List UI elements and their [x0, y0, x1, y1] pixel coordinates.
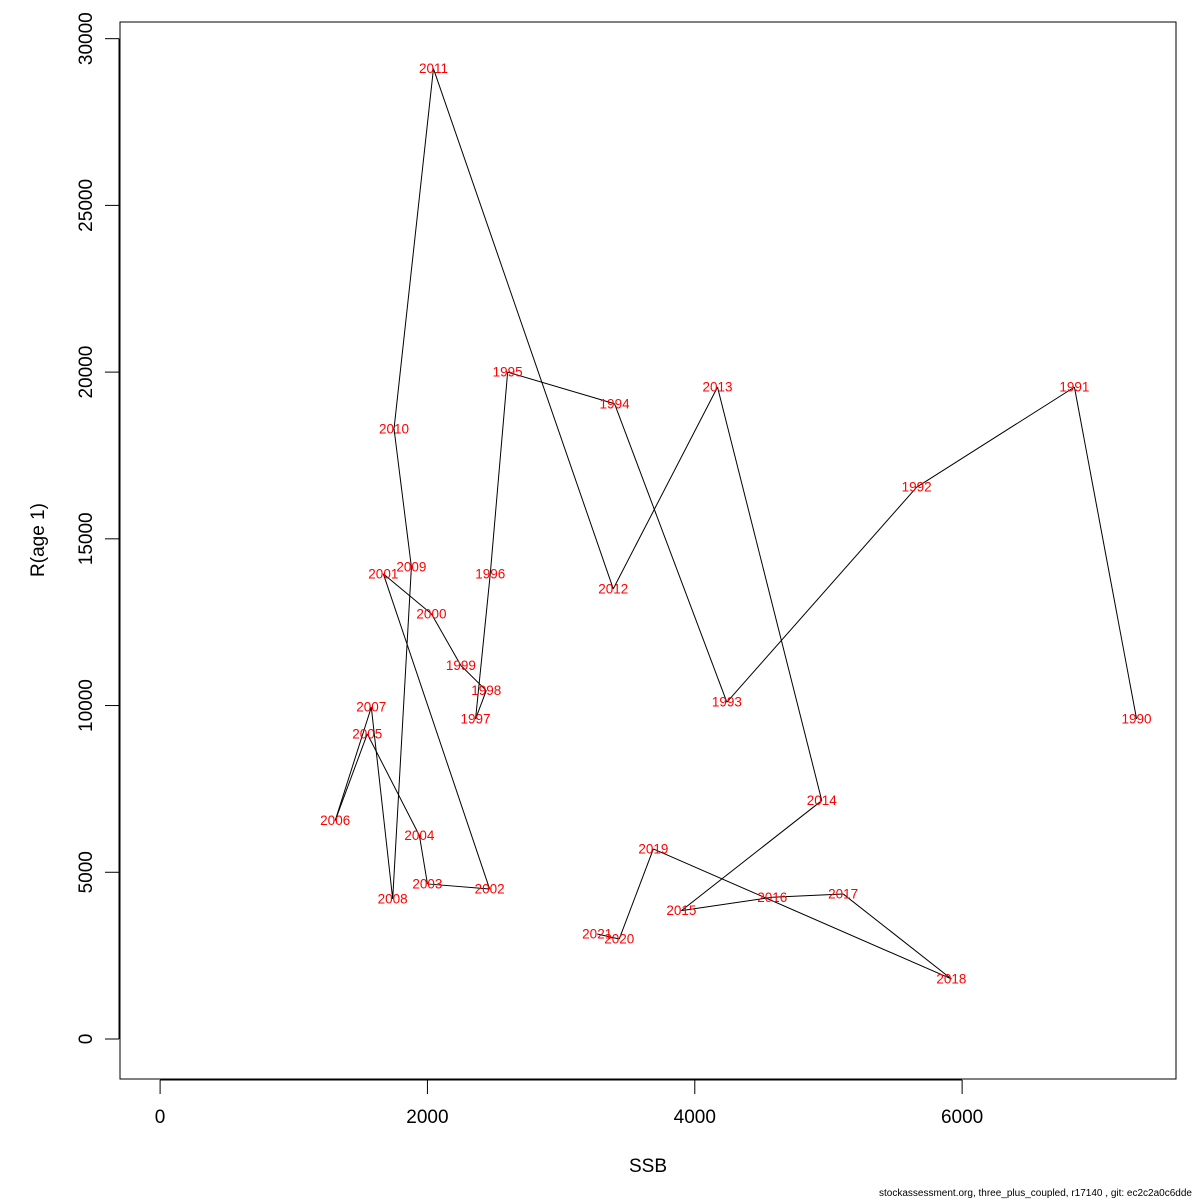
y-tick-label: 25000	[76, 179, 97, 232]
segment-2020-2021	[597, 933, 620, 940]
year-label-2013: 2013	[702, 380, 732, 395]
year-label-2004: 2004	[404, 828, 435, 843]
year-label-2011: 2011	[419, 61, 448, 76]
segment-1992-1993	[726, 486, 918, 703]
segment-2018-2019	[653, 848, 952, 980]
x-tick-label: 4000	[674, 1107, 716, 1128]
y-tick-label: 10000	[76, 679, 97, 732]
year-label-2017: 2017	[828, 886, 858, 901]
segment-1990-1991	[1073, 387, 1138, 719]
year-label-1996: 1996	[475, 566, 505, 581]
year-label-2000: 2000	[416, 606, 446, 621]
segment-2009-2010	[393, 428, 412, 568]
year-label-2007: 2007	[356, 700, 386, 715]
y-tick-label: 5000	[76, 851, 97, 893]
year-label-2001: 2001	[368, 566, 398, 581]
segment-1995-1996	[489, 372, 509, 574]
y-tick-label: 30000	[76, 12, 97, 65]
x-tick-label: 2000	[406, 1107, 448, 1128]
segment-1993-1994	[614, 403, 728, 703]
segment-2011-2012	[432, 68, 614, 590]
x-axis: 0 2000 4000 6000	[155, 1079, 983, 1128]
year-label-2002: 2002	[475, 881, 505, 896]
year-label-2020: 2020	[604, 931, 634, 946]
year-label-1990: 1990	[1122, 711, 1152, 726]
segment-2007-2008	[370, 707, 394, 899]
series-line	[334, 68, 1138, 980]
segment-1994-1995	[507, 371, 615, 405]
year-label-1995: 1995	[493, 365, 523, 380]
segment-2016-2017	[772, 893, 844, 898]
y-axis: 0 5000 10000 15000 20000 25000 30000	[76, 12, 120, 1045]
year-label-1994: 1994	[600, 396, 631, 411]
segment-2017-2018	[842, 893, 952, 980]
year-label-2006: 2006	[320, 813, 350, 828]
y-tick-label: 0	[76, 1034, 97, 1045]
segment-2012-2013	[612, 386, 718, 590]
year-label-2010: 2010	[379, 421, 409, 436]
x-tick-label: 0	[155, 1107, 166, 1128]
segment-2003-2004	[418, 835, 428, 885]
year-label-2009: 2009	[396, 560, 426, 575]
year-label-1993: 1993	[712, 695, 742, 710]
year-label-2016: 2016	[757, 890, 787, 905]
y-tick-label: 15000	[76, 512, 97, 565]
segment-2006-2007	[334, 707, 372, 821]
year-label-1991: 1991	[1059, 380, 1089, 395]
y-tick-label: 20000	[76, 346, 97, 399]
x-axis-title: SSB	[629, 1156, 667, 1177]
year-label-2015: 2015	[666, 903, 696, 918]
year-label-2012: 2012	[598, 581, 628, 596]
segment-2005-2006	[334, 733, 368, 821]
footer-text: stockassessment.org, three_plus_coupled,…	[879, 1188, 1192, 1199]
segment-2010-2011	[393, 68, 434, 429]
segment-2014-2015	[681, 800, 823, 912]
year-label-1997: 1997	[461, 711, 491, 726]
x-tick-label: 6000	[941, 1107, 983, 1128]
segment-1991-1992	[916, 386, 1075, 488]
segment-2001-2002	[382, 573, 491, 890]
year-label-2008: 2008	[378, 891, 408, 906]
segment-1998-1999	[460, 665, 487, 691]
plot-frame	[119, 21, 1177, 1080]
y-axis-title: R(age 1)	[28, 503, 49, 577]
year-label-2019: 2019	[638, 841, 668, 856]
year-labels: 1990 1991 1992 1993 1994 1995 1996 1997 1998 1999…	[320, 61, 1151, 986]
segment-1997-1998	[475, 690, 487, 720]
year-label-1999: 1999	[446, 658, 476, 673]
segment-2000-2001	[383, 573, 432, 615]
segment-2015-2016	[681, 896, 773, 912]
year-label-2018: 2018	[936, 971, 966, 986]
segment-2019-2020	[618, 848, 654, 940]
segment-2008-2009	[392, 567, 412, 899]
year-label-2021: 2021	[582, 926, 612, 941]
segment-1999-2000	[431, 613, 462, 666]
year-label-2014: 2014	[807, 793, 838, 808]
segment-1996-1997	[475, 573, 491, 719]
year-label-2003: 2003	[412, 876, 442, 891]
year-label-1992: 1992	[902, 480, 932, 495]
segment-2002-2003	[427, 883, 490, 890]
year-label-1998: 1998	[471, 683, 501, 698]
segment-2013-2014	[717, 386, 823, 801]
year-label-2005: 2005	[352, 726, 382, 741]
